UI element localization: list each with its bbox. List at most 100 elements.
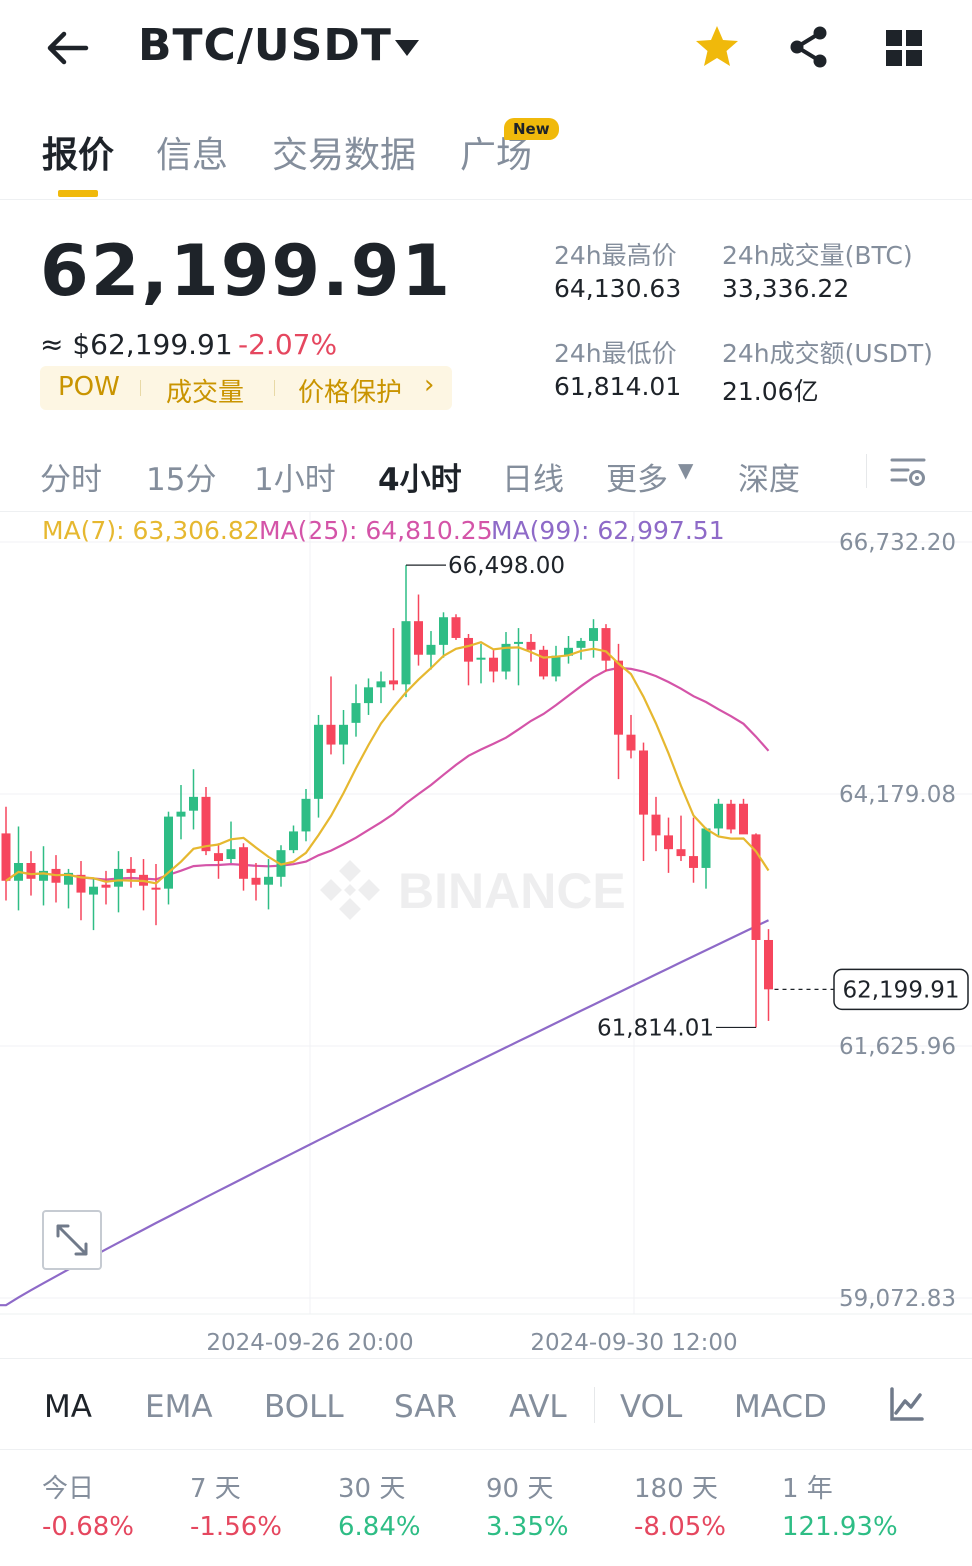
chart-settings-icon[interactable] bbox=[888, 452, 928, 492]
caret-down-icon[interactable] bbox=[393, 37, 421, 59]
ma99-path bbox=[0, 919, 769, 1307]
star-icon[interactable] bbox=[694, 24, 740, 70]
tab-square[interactable]: 广场 bbox=[460, 135, 533, 176]
candle-body bbox=[376, 681, 386, 688]
indicator-avl[interactable]: AVL bbox=[509, 1389, 567, 1425]
tag-volume[interactable]: 成交量 bbox=[166, 378, 245, 408]
candle-body bbox=[1, 833, 11, 881]
candle-body bbox=[526, 641, 536, 650]
indicator-macd[interactable]: MACD bbox=[734, 1389, 827, 1425]
candle-body bbox=[426, 644, 436, 655]
caret-down-icon[interactable]: ▼ bbox=[678, 458, 694, 482]
ma7-path bbox=[5, 641, 770, 885]
candle-body bbox=[576, 640, 586, 648]
interval-more[interactable]: 更多 bbox=[606, 462, 668, 498]
tag-bar[interactable]: POW 成交量 价格保护 › bbox=[40, 366, 452, 410]
candle-body bbox=[676, 849, 686, 857]
last-price: 62,199.91 bbox=[40, 230, 453, 312]
candle-body bbox=[589, 628, 598, 641]
candle-body bbox=[126, 868, 136, 873]
candle-body bbox=[189, 796, 198, 811]
ma25-path bbox=[5, 666, 770, 882]
candle-body bbox=[164, 816, 173, 889]
svg-text:BINANCE: BINANCE bbox=[398, 863, 626, 919]
perf-label-30d: 30 天 bbox=[338, 1474, 406, 1504]
candle-body bbox=[464, 637, 473, 662]
tab-quote[interactable]: 报价 bbox=[42, 135, 115, 176]
candle-body bbox=[64, 872, 73, 885]
perf-value-1y: 121.93% bbox=[782, 1512, 898, 1542]
volume-btc-value: 33,336.22 bbox=[722, 274, 850, 303]
perf-label-180d: 180 天 bbox=[634, 1474, 718, 1504]
interval-time[interactable]: 分时 bbox=[40, 462, 102, 498]
divider bbox=[594, 1387, 595, 1423]
perf-label-90d: 90 天 bbox=[486, 1474, 554, 1504]
indicator-settings-icon[interactable] bbox=[886, 1385, 926, 1425]
candle-body bbox=[176, 811, 186, 817]
perf-value-90d: 3.35% bbox=[486, 1512, 569, 1542]
y-tick-label: 66,732.20 bbox=[839, 530, 956, 556]
ma25-legend: MA(25): 64,810.25 bbox=[259, 516, 493, 545]
last-price-tag-label: 62,199.91 bbox=[842, 977, 959, 1003]
candle-body bbox=[476, 657, 486, 660]
main-tabs: 报价 信息 交易数据 广场 bbox=[0, 110, 972, 200]
candle-body bbox=[114, 868, 123, 887]
chart-gridlines bbox=[0, 512, 972, 1315]
divider bbox=[866, 454, 867, 488]
expand-icon[interactable] bbox=[42, 1210, 102, 1270]
pair-title[interactable]: BTC/USDT bbox=[138, 20, 392, 71]
candle-body bbox=[39, 870, 48, 881]
interval-15m[interactable]: 15分 bbox=[146, 462, 217, 498]
candle-body bbox=[151, 887, 161, 890]
ma99-line bbox=[0, 919, 769, 1307]
perf-label-today: 今日 bbox=[42, 1474, 95, 1504]
indicator-sar[interactable]: SAR bbox=[394, 1389, 457, 1425]
candle-body bbox=[564, 647, 573, 656]
interval-4h[interactable]: 4小时 bbox=[378, 462, 462, 498]
indicator-vol[interactable]: VOL bbox=[620, 1389, 683, 1425]
candle-body bbox=[339, 724, 348, 745]
price-change-percent: -2.07% bbox=[238, 328, 338, 361]
tag-pow[interactable]: POW bbox=[58, 372, 120, 402]
perf-value-today: -0.68% bbox=[42, 1512, 134, 1542]
candle-body bbox=[251, 877, 261, 885]
x-tick-label: 2024-09-30 12:00 bbox=[530, 1330, 737, 1356]
candle-body bbox=[89, 886, 98, 895]
back-arrow-icon[interactable] bbox=[42, 22, 94, 74]
candle-body bbox=[301, 798, 311, 832]
candlestick-chart[interactable]: BINANCE 66,498.00 61,814.01 62,199.91 66,7… bbox=[0, 512, 972, 1358]
low-24h-label: 24h最低价 bbox=[554, 339, 677, 368]
tab-trading-data[interactable]: 交易数据 bbox=[272, 135, 417, 176]
candle-body bbox=[439, 617, 448, 645]
interval-1h[interactable]: 1小时 bbox=[254, 462, 336, 498]
interval-bar: 分时 15分 1小时 4小时 日线 更多 ▼ 深度 bbox=[0, 438, 972, 512]
ma25-line bbox=[5, 666, 770, 882]
tab-info[interactable]: 信息 bbox=[156, 135, 229, 176]
chart-canvas[interactable]: BINANCE 66,498.00 61,814.01 62,199.91 66,7… bbox=[0, 512, 972, 1358]
tag-separator bbox=[274, 380, 275, 396]
last-price-tag[interactable] bbox=[833, 968, 969, 1011]
candle-body bbox=[739, 803, 748, 835]
candle-body bbox=[101, 884, 111, 888]
candle-body bbox=[751, 834, 761, 940]
max-marker-label: 66,498.00 bbox=[448, 553, 565, 579]
indicator-ma[interactable]: MA bbox=[44, 1389, 92, 1425]
y-tick-label: 61,625.96 bbox=[839, 1034, 956, 1060]
price-usd-approx: ≈ $62,199.91 bbox=[40, 328, 233, 361]
interval-1d[interactable]: 日线 bbox=[502, 462, 564, 498]
grid-icon[interactable] bbox=[880, 24, 928, 72]
candle-body bbox=[701, 828, 711, 868]
y-tick-label: 59,072.83 bbox=[839, 1286, 956, 1312]
interval-depth[interactable]: 深度 bbox=[738, 462, 800, 498]
chevron-right-icon[interactable]: › bbox=[424, 370, 435, 400]
candle-body bbox=[364, 687, 373, 704]
candle-body bbox=[351, 703, 361, 723]
candle-body bbox=[226, 849, 236, 860]
volume-usdt-label: 24h成交额(USDT) bbox=[722, 339, 933, 368]
tag-price-protection[interactable]: 价格保护 bbox=[298, 378, 403, 408]
share-icon[interactable] bbox=[786, 24, 832, 70]
candle-body bbox=[651, 814, 661, 836]
indicator-ema[interactable]: EMA bbox=[145, 1389, 213, 1425]
candle-body bbox=[489, 657, 498, 672]
indicator-boll[interactable]: BOLL bbox=[264, 1389, 344, 1425]
